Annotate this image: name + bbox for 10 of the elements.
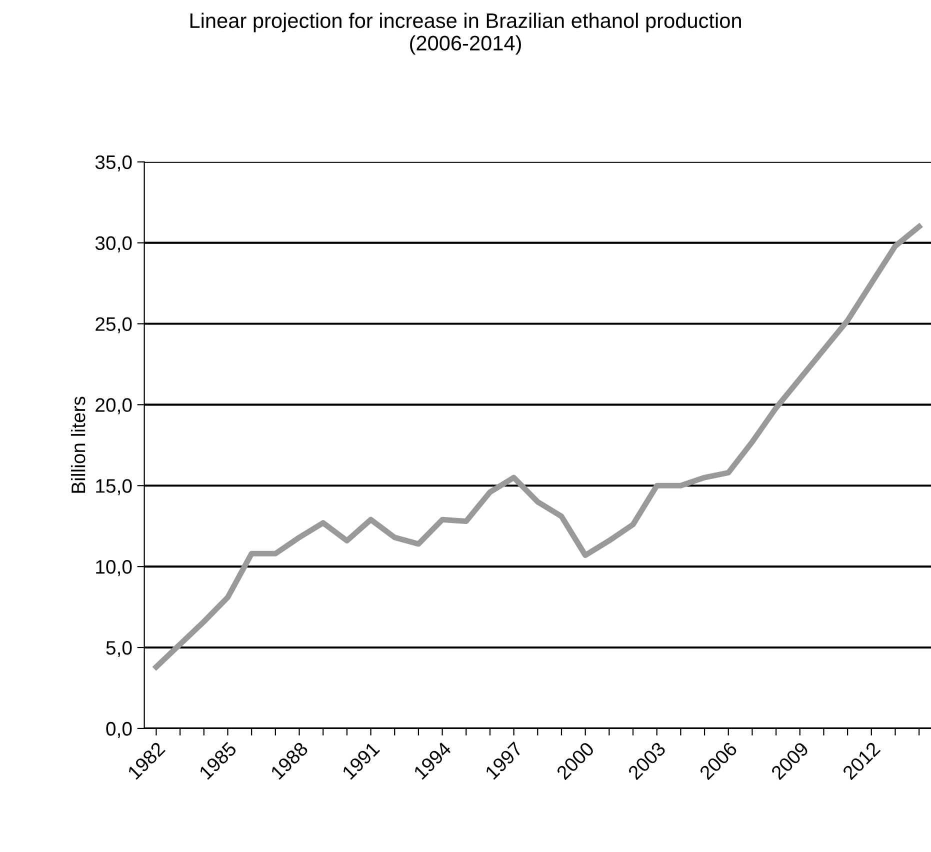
y-tick-label: 15,0 bbox=[96, 479, 132, 496]
y-tick-label: 5,0 bbox=[106, 640, 132, 658]
y-tick-label: 20,0 bbox=[96, 398, 132, 414]
y-tick-label: 30,0 bbox=[95, 236, 132, 252]
y-tick-label: 25,0 bbox=[96, 317, 132, 334]
y-tick-label: 0,0 bbox=[106, 722, 132, 738]
y-tick-label: 10,0 bbox=[96, 560, 132, 576]
y-tick-label: 35,0 bbox=[95, 155, 132, 172]
y-axis-title: Billion liters bbox=[70, 396, 86, 493]
chart-title: Linear projection for increase in Brazilian ethanol production (2006-2014) bbox=[190, 12, 741, 55]
